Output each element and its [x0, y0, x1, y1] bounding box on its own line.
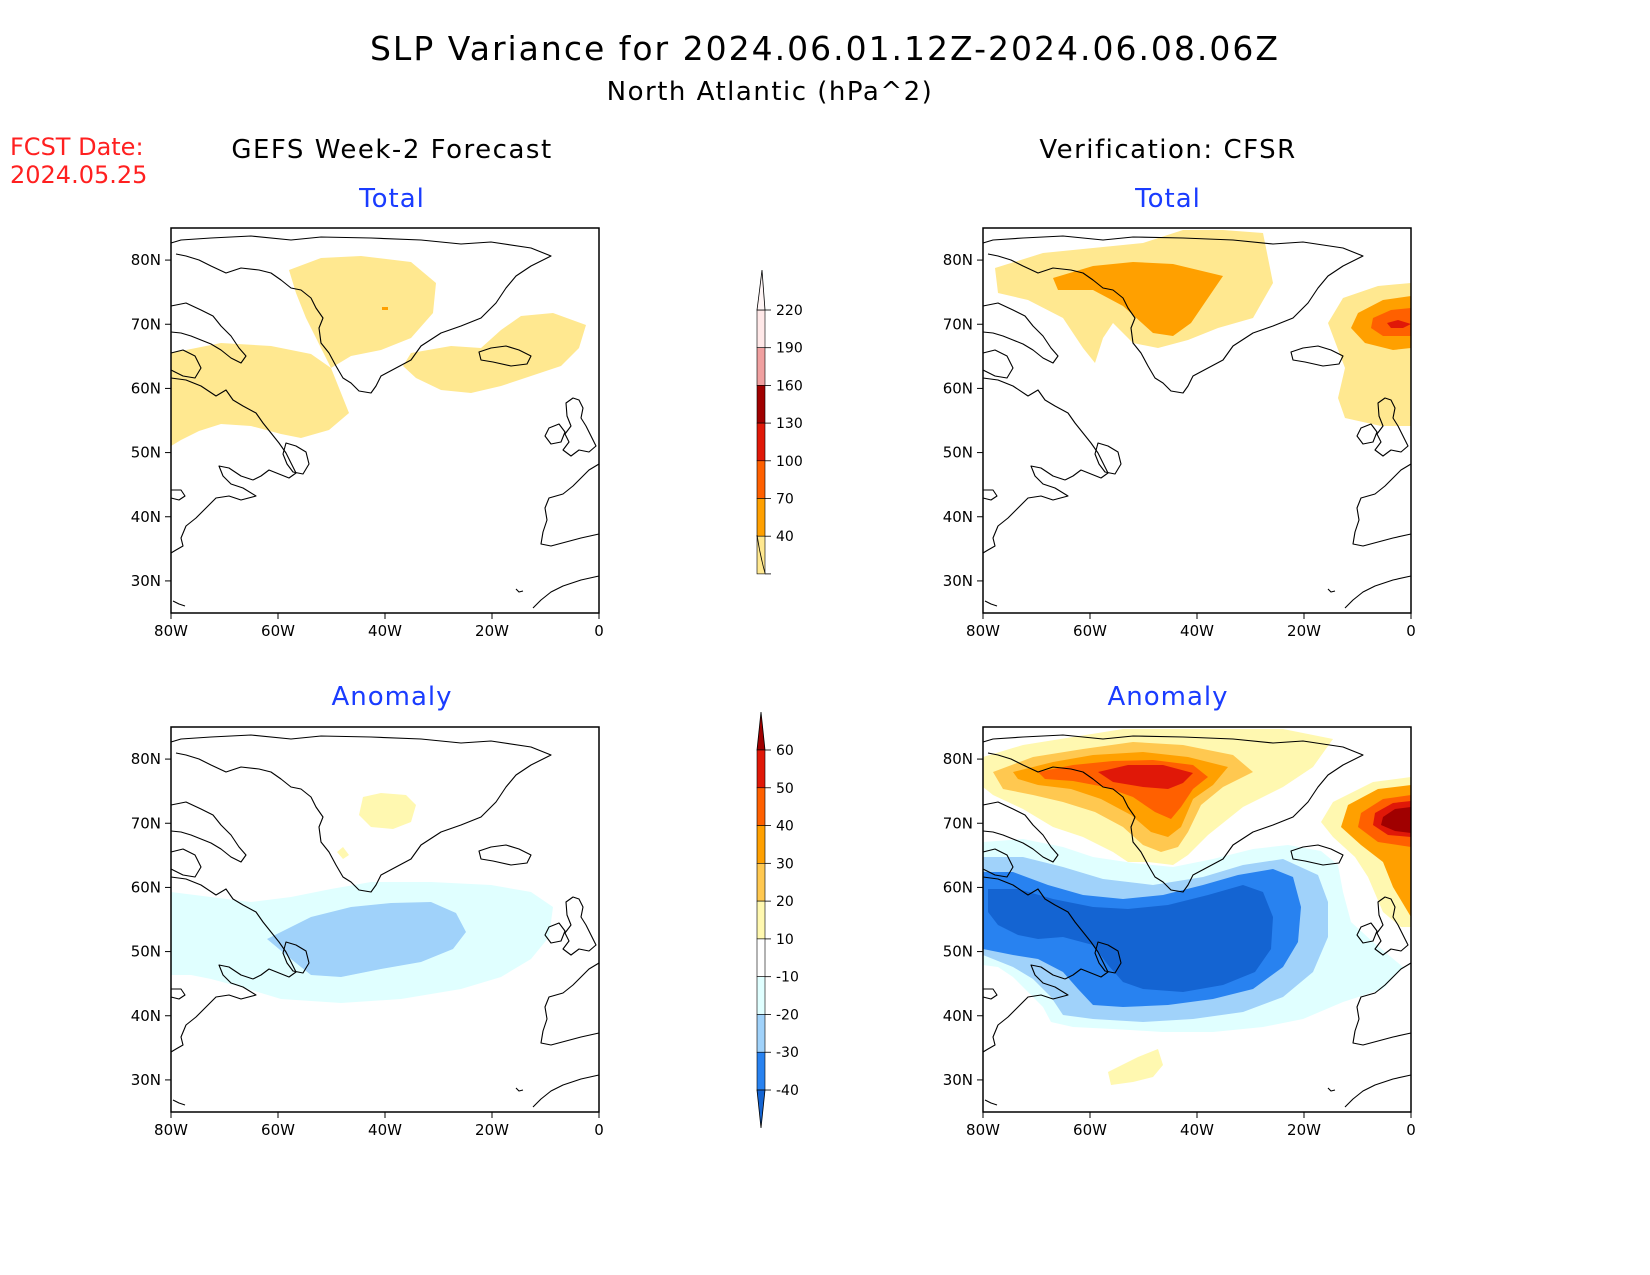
- lat-tick-label: 60N: [131, 379, 161, 397]
- lon-tick-label: 60W: [261, 622, 295, 640]
- chart-subtitle: North Atlantic (hPa^2): [607, 77, 934, 107]
- colorbar-anomaly-swatch: [756, 863, 766, 902]
- colorbar-anomaly-label: 40: [776, 819, 794, 835]
- lat-tick-label: 30N: [943, 572, 973, 590]
- lon-tick-label: 0: [1406, 1121, 1416, 1139]
- colorbar-total: 220 190 160 130 100 70 40: [756, 269, 803, 575]
- colorbar-anomaly-swatch: [756, 749, 766, 789]
- right-column-title: Verification: CFSR: [1039, 135, 1296, 165]
- panel-title-forecast-anomaly: Anomaly: [331, 682, 452, 712]
- colorbar-total-swatch: [756, 309, 766, 349]
- colorbar-anomaly: 60 50 40 30 20 10 -10 -20 -30 -40: [756, 711, 799, 1129]
- colorbar-anomaly-bottom-arrow: [756, 1089, 766, 1129]
- colorbar-anomaly-swatch: [756, 787, 766, 826]
- lat-tick-label: 70N: [131, 814, 161, 832]
- lat-tick-label: 30N: [131, 572, 161, 590]
- shading-forecast-total: [171, 256, 586, 446]
- panel-forecast-anomaly: [170, 726, 600, 1113]
- colorbar-total-swatch: [756, 460, 766, 499]
- fcst-date-value: 2024.05.25: [10, 161, 147, 189]
- lat-tick-label: 50N: [131, 943, 161, 961]
- lat-tick-label: 60N: [943, 878, 973, 896]
- lat-tick-label: 70N: [943, 814, 973, 832]
- colorbar-total-swatch: [756, 498, 766, 537]
- lon-tick-label: 60W: [1073, 622, 1107, 640]
- colorbar-anomaly-label: 60: [776, 743, 794, 759]
- lon-tick-label: 80W: [154, 1121, 188, 1139]
- colorbar-total-swatch: [756, 347, 766, 386]
- lat-tick-label: 60N: [131, 878, 161, 896]
- colorbar-total-swatch: [756, 385, 766, 424]
- colorbar-anomaly-label: 30: [776, 856, 794, 872]
- lon-tick-label: 40W: [368, 1121, 402, 1139]
- panel-title-verif-total: Total: [1134, 184, 1201, 214]
- lat-tick-label: 80N: [943, 251, 973, 269]
- colorbar-anomaly-label: -40: [776, 1083, 799, 1099]
- panel-title-verif-anomaly: Anomaly: [1107, 682, 1228, 712]
- colorbar-total-label: 70: [776, 492, 794, 508]
- shading-verif-anomaly: [983, 729, 1411, 1085]
- lon-tick-label: 20W: [475, 622, 509, 640]
- colorbar-total-swatch: [756, 422, 766, 462]
- panel-title-forecast-total: Total: [358, 184, 425, 214]
- colorbar-anomaly-swatch: [756, 938, 766, 977]
- lat-tick-label: 40N: [943, 508, 973, 526]
- colorbar-total-label: 190: [776, 341, 803, 357]
- shading-verif-total: [995, 230, 1411, 426]
- lon-tick-label: 80W: [966, 1121, 1000, 1139]
- lat-tick-label: 30N: [131, 1071, 161, 1089]
- panel-verif-total: [982, 227, 1412, 614]
- colorbar-anomaly-swatch: [756, 825, 766, 864]
- lon-tick-label: 20W: [475, 1121, 509, 1139]
- colorbar-total-label: 130: [776, 416, 803, 432]
- lat-tick-label: 50N: [943, 943, 973, 961]
- lat-tick-label: 80N: [131, 750, 161, 768]
- lon-tick-label: 80W: [966, 622, 1000, 640]
- colorbar-anomaly-label: 50: [776, 781, 794, 797]
- colorbar-anomaly-label: -30: [776, 1045, 799, 1061]
- colorbar-anomaly-label: 20: [776, 894, 794, 910]
- colorbar-total-label: 100: [776, 454, 803, 470]
- lon-tick-label: 40W: [1180, 1121, 1214, 1139]
- lon-tick-label: 40W: [368, 622, 402, 640]
- colorbar-anomaly-swatch: [756, 1014, 766, 1053]
- panel-verif-anomaly: [982, 726, 1412, 1113]
- lat-tick-label: 50N: [131, 444, 161, 462]
- colorbar-anomaly-swatch: [756, 1051, 766, 1091]
- lat-tick-label: 70N: [131, 315, 161, 333]
- colorbar-anomaly-swatch: [756, 900, 766, 940]
- lat-tick-label: 50N: [943, 444, 973, 462]
- lon-tick-label: 80W: [154, 622, 188, 640]
- shading-forecast-anomaly: [171, 793, 553, 1003]
- colorbar-anomaly-label: -10: [776, 970, 799, 986]
- left-column-title: GEFS Week-2 Forecast: [231, 135, 552, 165]
- chart-title: SLP Variance for 2024.06.01.12Z-2024.06.…: [370, 29, 1280, 68]
- colorbar-anomaly-label: -20: [776, 1007, 799, 1023]
- panel-forecast-total: [170, 227, 600, 614]
- lat-tick-label: 40N: [131, 508, 161, 526]
- lat-tick-label: 60N: [943, 379, 973, 397]
- colorbar-total-label: 40: [776, 529, 794, 545]
- colorbar-anomaly-top-arrow: [756, 711, 766, 751]
- lon-tick-label: 40W: [1180, 622, 1214, 640]
- lon-tick-label: 60W: [261, 1121, 295, 1139]
- lat-tick-label: 40N: [131, 1007, 161, 1025]
- lon-tick-label: 20W: [1287, 622, 1321, 640]
- lon-tick-label: 0: [1406, 622, 1416, 640]
- colorbar-total-label: 160: [776, 378, 803, 394]
- lat-tick-label: 80N: [943, 750, 973, 768]
- lon-tick-label: 20W: [1287, 1121, 1321, 1139]
- lon-tick-label: 60W: [1073, 1121, 1107, 1139]
- colorbar-anomaly-swatch: [756, 976, 766, 1015]
- lat-tick-label: 40N: [943, 1007, 973, 1025]
- lat-tick-label: 30N: [943, 1071, 973, 1089]
- colorbar-total-label: 220: [776, 303, 803, 319]
- lat-tick-label: 80N: [131, 251, 161, 269]
- colorbar-anomaly-label: 10: [776, 932, 794, 948]
- fcst-date-label: FCST Date:: [10, 133, 144, 161]
- lon-tick-label: 0: [594, 1121, 604, 1139]
- lat-tick-label: 70N: [943, 315, 973, 333]
- axes: 80W 60W 40W 20W 0 80N 70N 60N 50N 40N 30N 80W 60W 40W…: [131, 251, 1416, 1139]
- lon-tick-label: 0: [594, 622, 604, 640]
